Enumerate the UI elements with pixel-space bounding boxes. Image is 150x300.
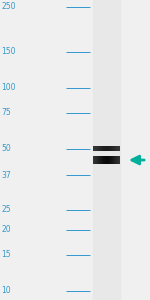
Text: 37: 37 xyxy=(2,171,11,180)
Bar xyxy=(93,0,120,300)
Text: 50: 50 xyxy=(2,144,11,153)
Text: 250: 250 xyxy=(2,2,16,11)
Text: 20: 20 xyxy=(2,225,11,234)
Text: 15: 15 xyxy=(2,250,11,260)
Text: 75: 75 xyxy=(2,109,11,118)
Text: 100: 100 xyxy=(2,83,16,92)
Text: 10: 10 xyxy=(2,286,11,295)
Text: 150: 150 xyxy=(2,47,16,56)
Text: 25: 25 xyxy=(2,206,11,214)
